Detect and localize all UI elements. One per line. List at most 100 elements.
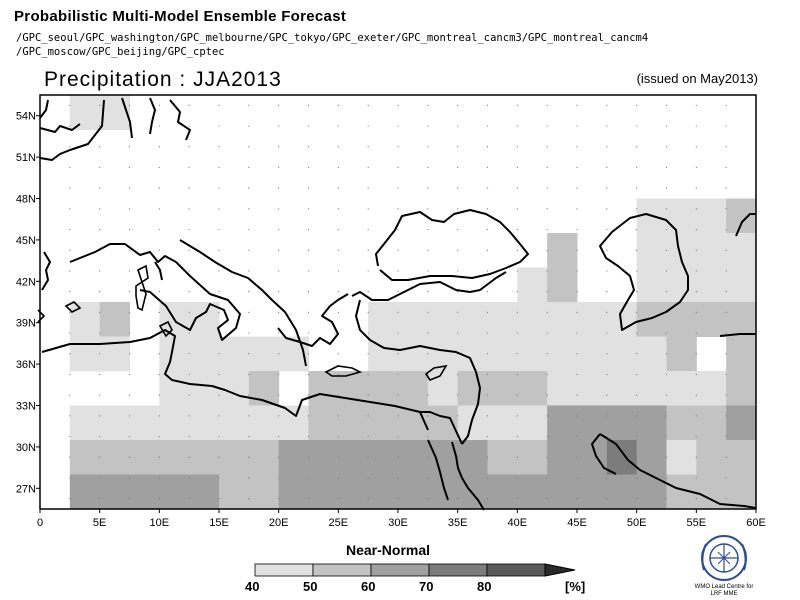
legend-swatch: [312, 563, 372, 577]
grid-dot: [218, 208, 220, 210]
probability-cell: [457, 405, 488, 441]
grid-dot: [158, 373, 160, 376]
grid-dot: [188, 477, 190, 479]
grid-dot: [576, 456, 578, 458]
legend-label: 80: [477, 579, 492, 594]
grid-dot: [248, 394, 250, 396]
grid-dot: [248, 353, 250, 355]
grid-dot: [367, 104, 369, 106]
probability-cell: [219, 336, 250, 372]
grid-dot: [367, 353, 369, 355]
probability-cell: [338, 440, 369, 475]
grid-dot: [695, 373, 697, 376]
grid-dot: [427, 146, 429, 148]
grid-dot: [576, 125, 578, 127]
grid-dot: [725, 332, 727, 334]
grid-dot: [69, 373, 71, 376]
grid-dot: [367, 498, 369, 500]
grid-dots: [69, 104, 727, 500]
grid-dot: [248, 104, 250, 106]
grid-dot: [636, 228, 638, 231]
probability-cell: [368, 405, 399, 441]
grid-dot: [248, 228, 250, 231]
legend-swatch: [486, 563, 546, 577]
probability-cell: [726, 198, 757, 234]
grid-dot: [695, 415, 697, 417]
grid-dot: [516, 228, 518, 231]
grid-dot: [516, 187, 518, 189]
grid-dot: [576, 208, 578, 210]
grid-dot: [307, 208, 310, 210]
probability-cell: [368, 440, 399, 475]
probability-cell: [666, 371, 697, 406]
grid-dot: [278, 394, 280, 396]
grid-dot: [367, 415, 369, 417]
grid-dot: [248, 456, 250, 458]
grid-dot: [427, 104, 429, 106]
probability-cell: [189, 474, 220, 510]
grid-dot: [337, 435, 339, 438]
legend-label: 50: [303, 579, 318, 594]
probability-cell: [189, 405, 220, 441]
grid-dot: [307, 249, 310, 251]
probability-cell: [308, 371, 339, 406]
grid-dot: [367, 249, 369, 251]
grid-dot: [636, 373, 638, 376]
grid-dot: [695, 332, 697, 334]
grid-dot: [486, 208, 489, 210]
grid-dot: [665, 208, 668, 210]
grid-dot: [218, 270, 220, 272]
grid-dot: [636, 166, 638, 169]
legend-title: Near-Normal: [346, 542, 431, 558]
probability-cell: [189, 440, 220, 475]
grid-dot: [337, 394, 339, 396]
grid-dot: [576, 435, 578, 438]
grid-dot: [278, 353, 280, 355]
probability-cell: [487, 302, 518, 337]
grid-dot: [158, 394, 160, 396]
probability-cell: [606, 474, 638, 510]
grid-dot: [636, 332, 638, 334]
probability-cell: [99, 405, 130, 441]
grid-dot: [695, 146, 697, 148]
grid-dot: [576, 394, 578, 396]
probability-cell: [726, 405, 757, 441]
grid-dot: [128, 394, 131, 396]
grid-dot: [516, 270, 518, 272]
lat-label: 33N: [16, 401, 36, 413]
grid-dot: [307, 311, 310, 313]
grid-dot: [397, 498, 399, 500]
probability-cell: [547, 405, 578, 441]
probability-cell: [278, 474, 309, 510]
probability-cell: [517, 440, 548, 475]
grid-dot: [665, 166, 668, 169]
grid-dot: [397, 332, 399, 334]
probability-cell: [189, 302, 220, 337]
grid-dot: [546, 415, 548, 417]
probability-cell: [696, 440, 727, 475]
lon-label: 10E: [150, 517, 170, 529]
grid-dot: [397, 291, 399, 293]
probability-cell: [547, 336, 578, 372]
grid-dot: [457, 311, 459, 313]
grid-dot: [636, 456, 638, 458]
grid-dot: [367, 125, 369, 127]
probability-cell: [427, 405, 459, 441]
grid-dot: [576, 270, 578, 272]
grid-dot: [606, 498, 608, 500]
grid-dot: [606, 187, 608, 189]
grid-dot: [725, 125, 727, 127]
grid-dot: [278, 477, 280, 479]
grid-dot: [158, 146, 160, 148]
grid-dot: [307, 373, 310, 376]
sicily-island: [158, 320, 173, 338]
grid-dot: [636, 498, 638, 500]
grid-dot: [69, 270, 71, 272]
grid-dot: [278, 498, 280, 500]
grid-dot: [69, 291, 71, 293]
probability-cell: [487, 474, 518, 510]
grid-dot: [188, 415, 190, 417]
probability-cell: [666, 267, 697, 303]
grid-dot: [546, 291, 548, 293]
probability-cell: [636, 371, 667, 406]
